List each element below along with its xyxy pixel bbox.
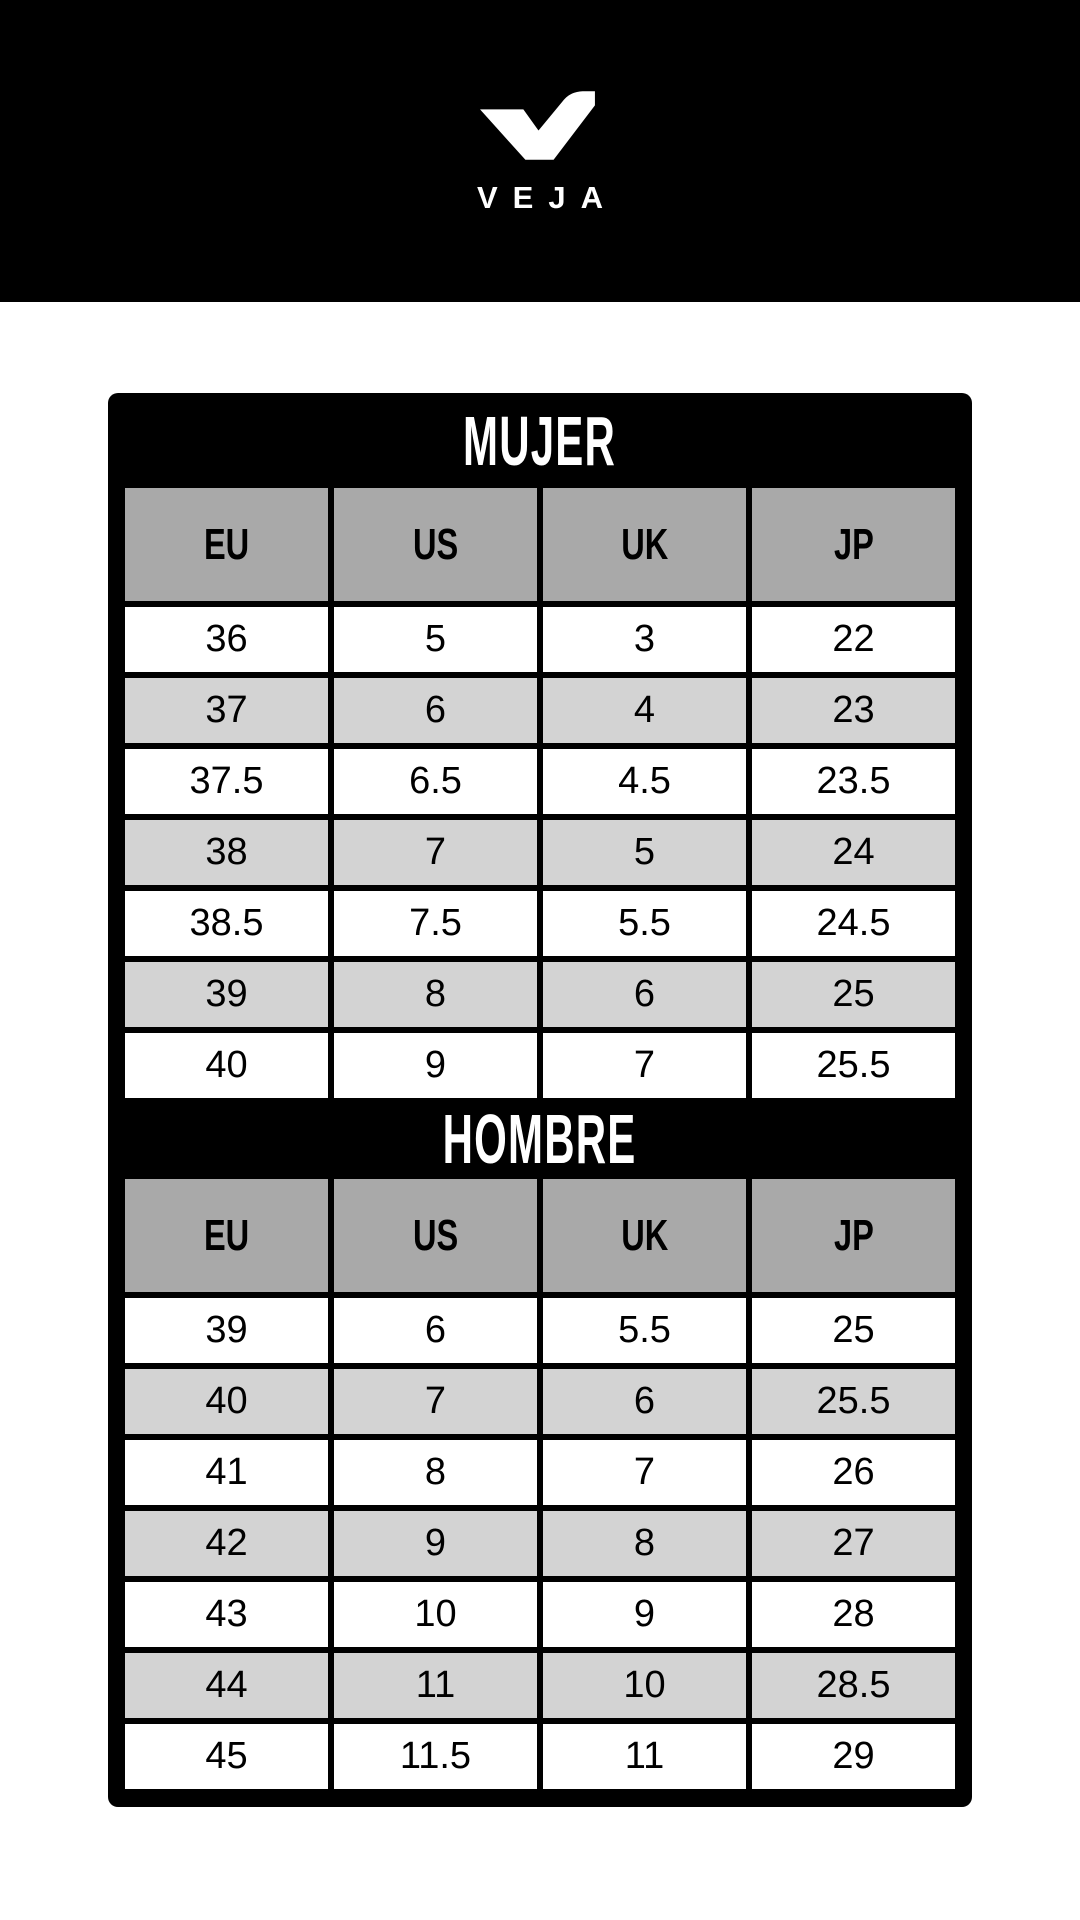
size-cell: 43: [125, 1582, 328, 1647]
size-cell: 26: [752, 1440, 955, 1505]
size-cell: 28.5: [752, 1653, 955, 1718]
size-cell: 38.5: [125, 891, 328, 956]
size-cell: 11.5: [334, 1724, 537, 1789]
size-cell: 23.5: [752, 749, 955, 814]
section-mujer: MUJER EU US UK JP 36 5 3 22 37 6 4 23 37.5 6.5 4.5 23.…: [125, 393, 955, 1098]
size-rows-mujer: 36 5 3 22 37 6 4 23 37.5 6.5 4.5 23.5 38 7 5 24 38.5 7.5 5…: [125, 607, 955, 1098]
size-cell: 6: [334, 1298, 537, 1363]
size-cell: 37: [125, 678, 328, 743]
size-cell: 40: [125, 1369, 328, 1434]
size-cell: 24.5: [752, 891, 955, 956]
size-cell: 10: [543, 1653, 746, 1718]
column-header-jp: JP: [752, 488, 955, 601]
size-cell: 7: [334, 1369, 537, 1434]
size-cell: 6.5: [334, 749, 537, 814]
size-cell: 22: [752, 607, 955, 672]
size-cell: 4.5: [543, 749, 746, 814]
size-cell: 4: [543, 678, 746, 743]
size-cell: 38: [125, 820, 328, 885]
section-title: HOMBRE: [443, 1099, 637, 1178]
size-cell: 25.5: [752, 1369, 955, 1434]
size-chart-table: MUJER EU US UK JP 36 5 3 22 37 6 4 23 37.5 6.5 4.5 23.…: [108, 393, 972, 1807]
size-cell: 3: [543, 607, 746, 672]
brand-banner: VEJA: [0, 0, 1080, 302]
section-title: MUJER: [463, 401, 617, 480]
size-cell: 29: [752, 1724, 955, 1789]
size-cell: 37.5: [125, 749, 328, 814]
size-cell: 28: [752, 1582, 955, 1647]
column-header-eu: EU: [125, 488, 328, 601]
size-cell: 7.5: [334, 891, 537, 956]
size-cell: 27: [752, 1511, 955, 1576]
size-cell: 6: [543, 1369, 746, 1434]
size-cell: 9: [543, 1582, 746, 1647]
column-header-row-mujer: EU US UK JP: [125, 488, 955, 601]
size-cell: 25.5: [752, 1033, 955, 1098]
size-cell: 11: [334, 1653, 537, 1718]
size-cell: 5: [543, 820, 746, 885]
size-cell: 10: [334, 1582, 537, 1647]
column-header-us: US: [334, 1179, 537, 1292]
size-cell: 5.5: [543, 891, 746, 956]
size-cell: 9: [334, 1511, 537, 1576]
size-cell: 45: [125, 1724, 328, 1789]
size-cell: 8: [334, 962, 537, 1027]
size-cell: 39: [125, 962, 328, 1027]
size-cell: 5: [334, 607, 537, 672]
size-cell: 23: [752, 678, 955, 743]
size-cell: 41: [125, 1440, 328, 1505]
size-cell: 8: [334, 1440, 537, 1505]
section-title-band-hombre: HOMBRE: [125, 1098, 955, 1179]
size-cell: 42: [125, 1511, 328, 1576]
section-title-band-mujer: MUJER: [125, 393, 955, 488]
column-header-uk: UK: [543, 1179, 746, 1292]
size-rows-hombre: 39 6 5.5 25 40 7 6 25.5 41 8 7 26 42 9 8 27 43 10 9 28 44 11 1…: [125, 1298, 955, 1789]
size-cell: 24: [752, 820, 955, 885]
veja-check-logo-icon: [479, 91, 595, 160]
size-cell: 7: [543, 1440, 746, 1505]
column-header-uk: UK: [543, 488, 746, 601]
size-cell: 6: [334, 678, 537, 743]
column-header-eu: EU: [125, 1179, 328, 1292]
column-header-jp: JP: [752, 1179, 955, 1292]
size-cell: 7: [543, 1033, 746, 1098]
column-header-us: US: [334, 488, 537, 601]
brand-wordmark: VEJA: [477, 180, 618, 215]
size-cell: 36: [125, 607, 328, 672]
size-cell: 40: [125, 1033, 328, 1098]
size-cell: 39: [125, 1298, 328, 1363]
size-cell: 11: [543, 1724, 746, 1789]
size-cell: 25: [752, 1298, 955, 1363]
size-cell: 7: [334, 820, 537, 885]
size-cell: 6: [543, 962, 746, 1027]
column-header-row-hombre: EU US UK JP: [125, 1179, 955, 1292]
size-cell: 9: [334, 1033, 537, 1098]
size-cell: 25: [752, 962, 955, 1027]
size-chart-page: MUJER EU US UK JP 36 5 3 22 37 6 4 23 37.5 6.5 4.5 23.…: [0, 302, 1080, 1807]
size-cell: 5.5: [543, 1298, 746, 1363]
size-cell: 8: [543, 1511, 746, 1576]
section-hombre: HOMBRE EU US UK JP 39 6 5.5 25 40 7 6 25.5 41 8 7 26 42…: [125, 1098, 955, 1789]
size-cell: 44: [125, 1653, 328, 1718]
